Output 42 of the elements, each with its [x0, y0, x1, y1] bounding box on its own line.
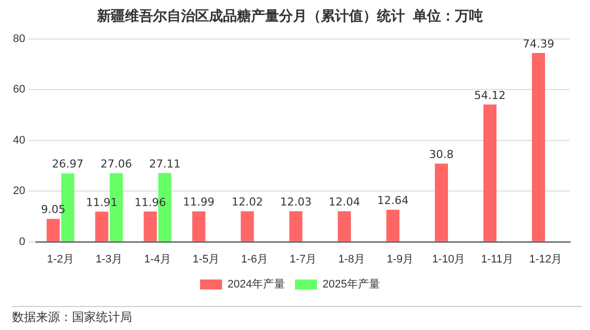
bar: [338, 211, 351, 242]
y-tick-label: 60: [12, 84, 26, 96]
data-label: 54.12: [474, 88, 506, 102]
bar: [192, 211, 206, 242]
data-label: 11.99: [183, 196, 215, 209]
y-tick-label: 80: [12, 32, 26, 45]
bar: [289, 211, 302, 242]
data-label: 12.03: [280, 196, 312, 209]
bar: [434, 164, 448, 242]
data-label: 27.11: [149, 157, 181, 170]
data-label: 12.04: [328, 196, 360, 209]
source-note: 数据来源：国家统计局: [12, 309, 582, 326]
bar: [46, 218, 60, 242]
data-label: 12.02: [232, 196, 264, 209]
x-tick-label: 1-3月: [96, 253, 122, 266]
x-tick-label: 1-6月: [241, 253, 268, 266]
data-label: 27.06: [100, 157, 132, 170]
x-tick-label: 1-10月: [432, 253, 466, 266]
data-label: 74.39: [522, 37, 554, 50]
y-tick-label: 0: [19, 236, 26, 248]
bar: [240, 211, 254, 242]
x-tick-label: 1-4月: [144, 253, 171, 266]
x-tick-label: 1-12月: [529, 253, 562, 266]
data-label: 26.97: [52, 158, 84, 171]
x-tick-label: 1-8月: [338, 253, 366, 266]
bar: [386, 210, 400, 242]
bar: [95, 212, 108, 242]
bar: [532, 53, 546, 242]
bar: [144, 211, 157, 242]
y-tick-label: 40: [12, 134, 26, 146]
bar: [483, 104, 496, 242]
data-label: 30.8: [429, 148, 454, 162]
x-tick-label: 1-9月: [386, 253, 414, 266]
x-tick-label: 1-11月: [481, 253, 514, 266]
x-tick-label: 1-5月: [192, 253, 220, 266]
chart-title: 新疆维吾尔自治区成品糖产量分月（累计值）统计 单位：万吨: [96, 7, 483, 24]
y-tick-label: 20: [12, 185, 26, 198]
x-tick-label: 1-2月: [47, 253, 74, 266]
legend-label: 2024年产量: [228, 278, 286, 291]
data-label: 12.64: [377, 194, 409, 208]
x-tick-label: 1-7月: [290, 253, 317, 266]
legend-label: 2025年产量: [322, 278, 380, 291]
